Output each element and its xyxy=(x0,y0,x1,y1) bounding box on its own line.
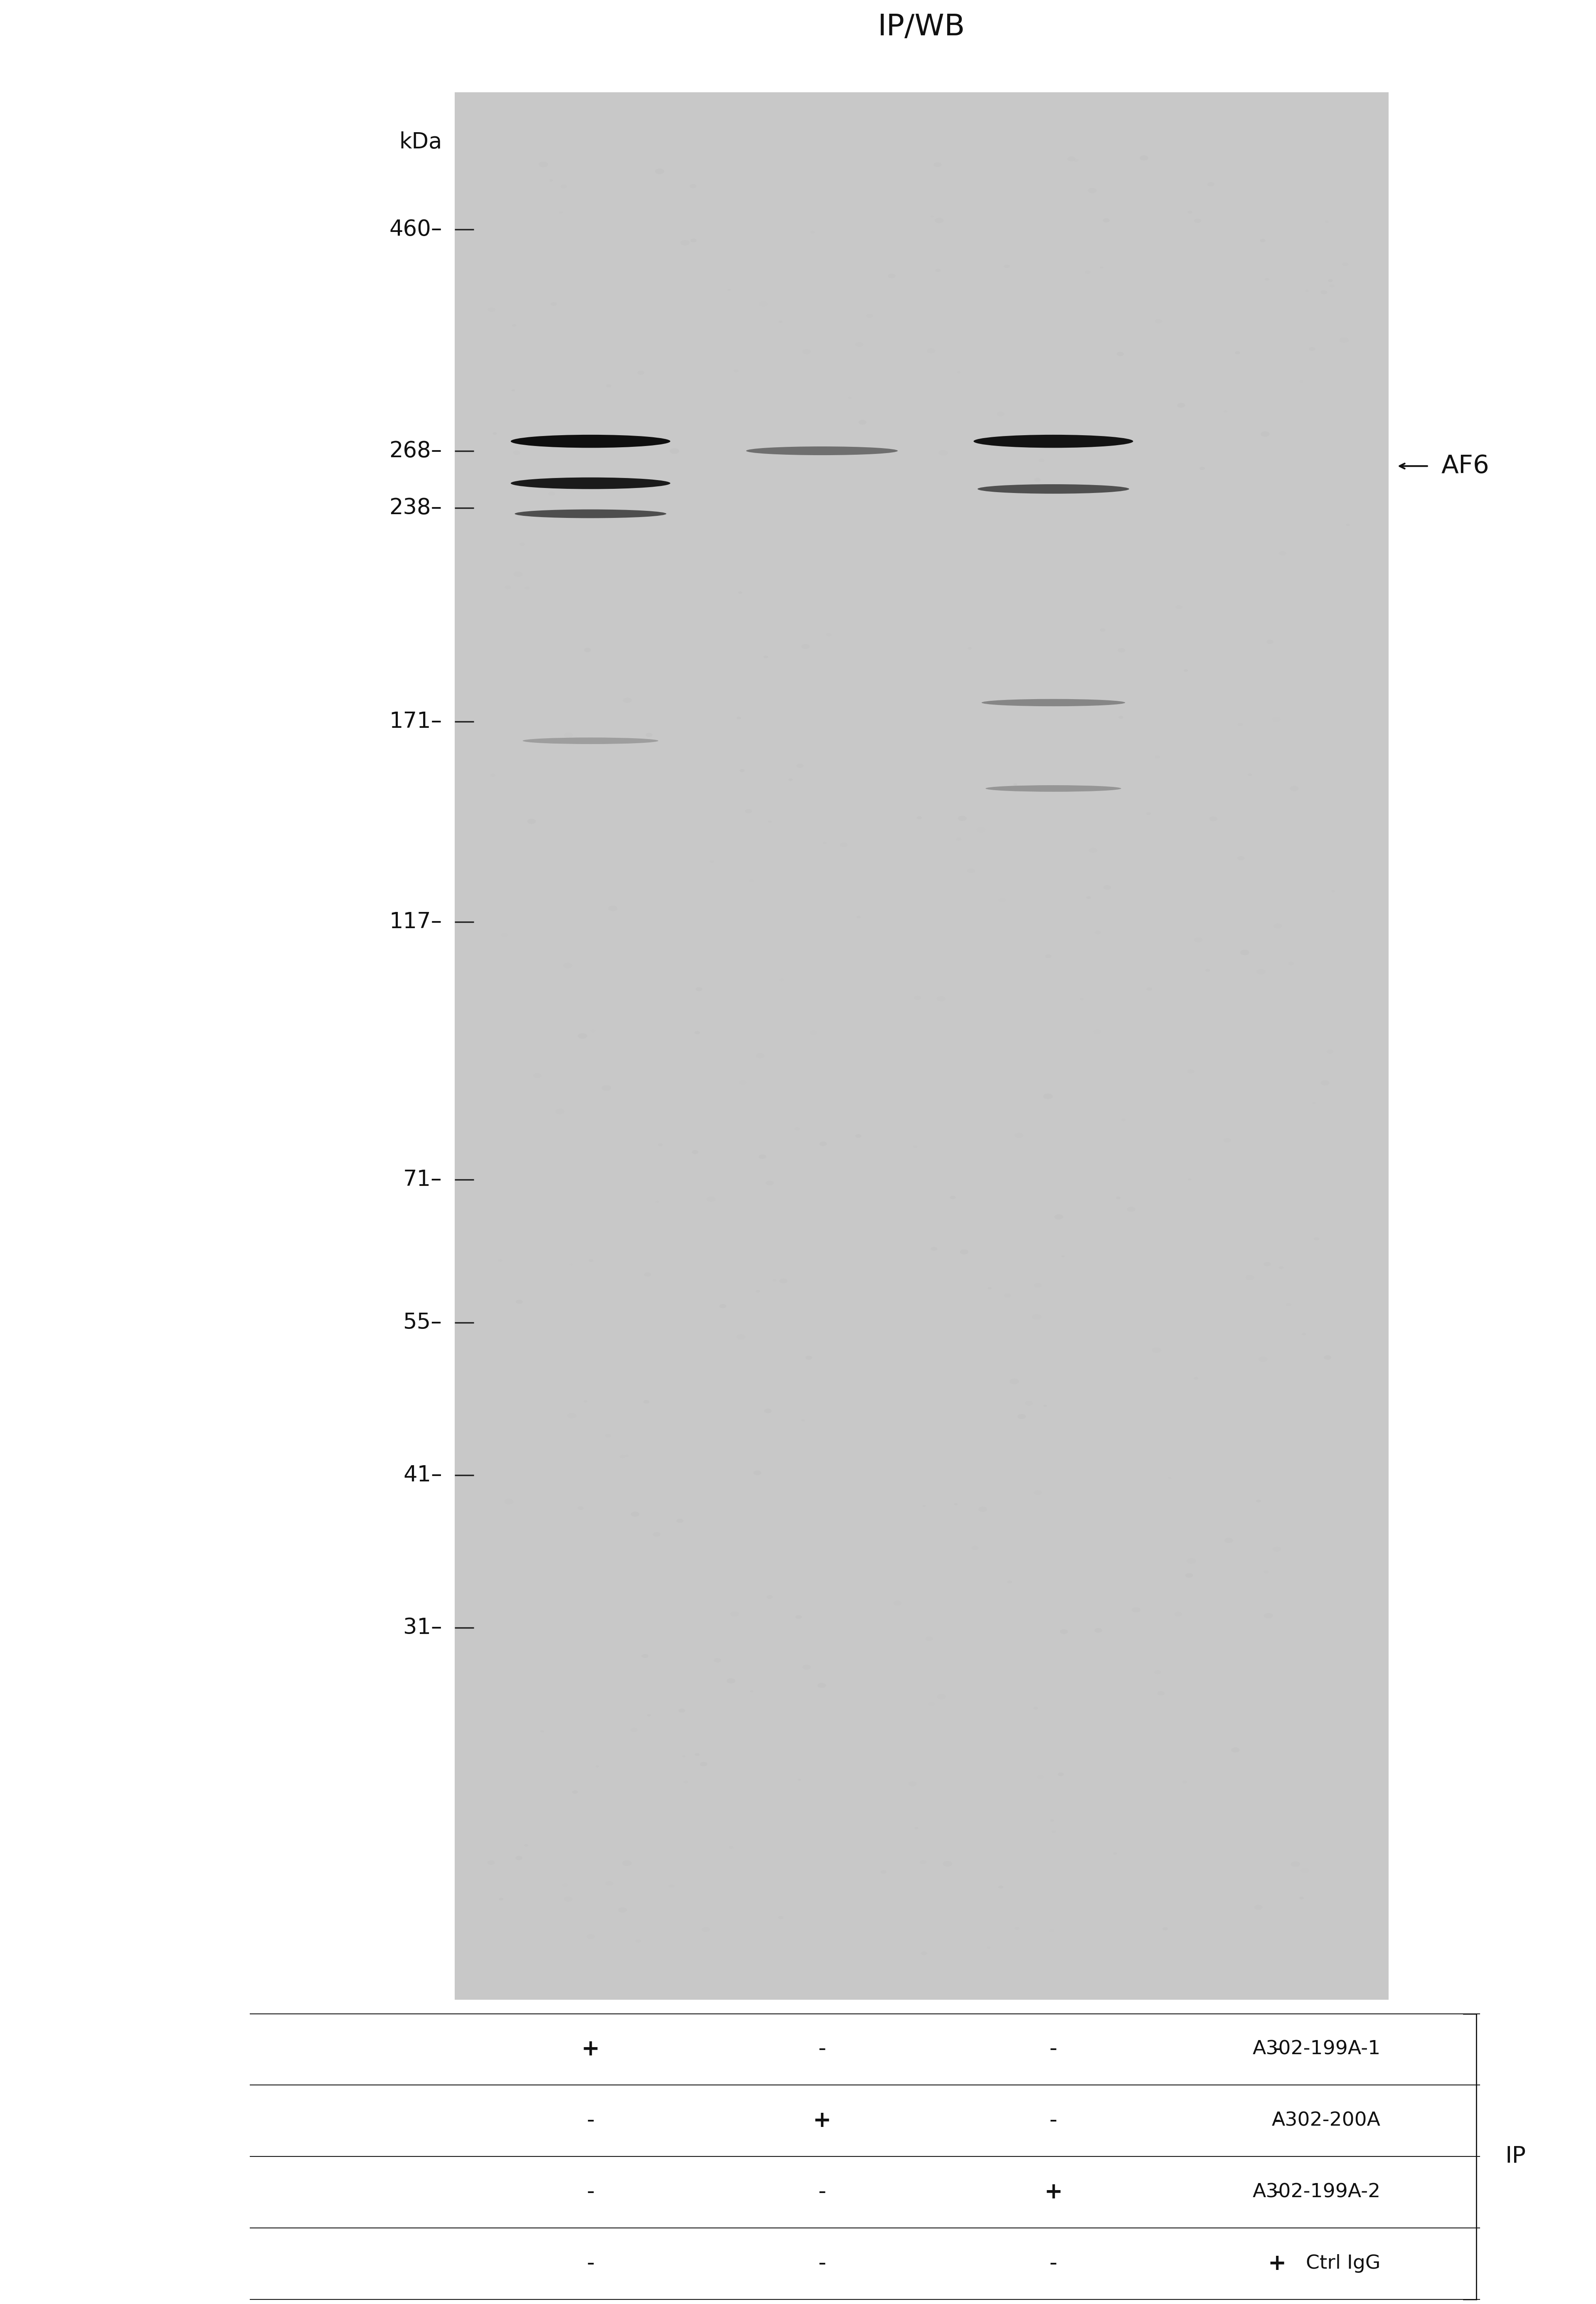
Ellipse shape xyxy=(516,1857,522,1859)
Text: 171–: 171– xyxy=(389,712,442,733)
Text: -: - xyxy=(1274,2110,1280,2131)
Ellipse shape xyxy=(693,1150,699,1154)
Ellipse shape xyxy=(691,240,696,242)
Text: 238–: 238– xyxy=(389,498,442,518)
Text: A302-199A-1: A302-199A-1 xyxy=(1253,2039,1381,2060)
Text: 117–: 117– xyxy=(389,910,442,933)
Ellipse shape xyxy=(764,1408,772,1412)
Text: -: - xyxy=(587,2253,594,2274)
Text: +: + xyxy=(1267,2253,1286,2274)
Text: 71–: 71– xyxy=(404,1168,442,1191)
Ellipse shape xyxy=(747,447,897,456)
Ellipse shape xyxy=(643,1401,650,1403)
Ellipse shape xyxy=(511,435,670,447)
Ellipse shape xyxy=(1103,219,1109,223)
Text: 41–: 41– xyxy=(404,1465,442,1486)
Ellipse shape xyxy=(1200,468,1205,470)
Text: -: - xyxy=(1050,2039,1057,2060)
Ellipse shape xyxy=(670,449,680,454)
Text: -: - xyxy=(819,2253,825,2274)
Ellipse shape xyxy=(1235,350,1240,355)
Text: IP: IP xyxy=(1505,2145,1526,2168)
Ellipse shape xyxy=(1055,1214,1063,1219)
Ellipse shape xyxy=(1240,949,1250,956)
Text: 55–: 55– xyxy=(404,1311,442,1334)
Ellipse shape xyxy=(1095,1629,1103,1634)
Ellipse shape xyxy=(859,419,867,424)
Ellipse shape xyxy=(959,1249,969,1253)
Ellipse shape xyxy=(1140,154,1148,161)
Ellipse shape xyxy=(646,1714,651,1716)
Ellipse shape xyxy=(974,435,1133,447)
Text: -: - xyxy=(587,2182,594,2203)
Ellipse shape xyxy=(1087,896,1092,899)
Ellipse shape xyxy=(739,770,745,772)
Text: +: + xyxy=(581,2039,600,2060)
Ellipse shape xyxy=(1119,717,1124,719)
Text: -: - xyxy=(1274,2182,1280,2203)
Ellipse shape xyxy=(1186,1574,1192,1578)
Ellipse shape xyxy=(998,1885,1004,1889)
Ellipse shape xyxy=(642,1654,648,1659)
Ellipse shape xyxy=(696,986,702,991)
Text: AF6: AF6 xyxy=(1441,454,1489,479)
Ellipse shape xyxy=(630,1511,640,1516)
Ellipse shape xyxy=(527,818,536,825)
Ellipse shape xyxy=(1116,1196,1120,1200)
Text: +: + xyxy=(1044,2182,1063,2203)
Text: 460–: 460– xyxy=(389,219,442,240)
Ellipse shape xyxy=(795,1615,801,1620)
Ellipse shape xyxy=(701,1763,707,1767)
Text: 31–: 31– xyxy=(404,1617,442,1638)
Ellipse shape xyxy=(1184,668,1187,673)
Ellipse shape xyxy=(855,1134,862,1138)
Text: Ctrl IgG: Ctrl IgG xyxy=(1306,2253,1381,2274)
Ellipse shape xyxy=(1058,1772,1065,1776)
Bar xyxy=(455,92,1389,2000)
Text: A302-200A: A302-200A xyxy=(1272,2110,1381,2131)
Text: IP/WB: IP/WB xyxy=(878,14,966,41)
Text: -: - xyxy=(1050,2110,1057,2131)
Ellipse shape xyxy=(654,168,664,175)
Ellipse shape xyxy=(720,1304,726,1309)
Text: kDa: kDa xyxy=(399,131,442,152)
Text: A302-199A-2: A302-199A-2 xyxy=(1253,2182,1381,2203)
Text: +: + xyxy=(812,2110,832,2131)
Ellipse shape xyxy=(986,786,1120,793)
Ellipse shape xyxy=(694,1753,699,1756)
Ellipse shape xyxy=(806,1355,812,1359)
Ellipse shape xyxy=(678,1710,685,1712)
Ellipse shape xyxy=(726,1677,736,1684)
Ellipse shape xyxy=(500,1898,504,1901)
Text: -: - xyxy=(587,2110,594,2131)
Text: -: - xyxy=(819,2039,825,2060)
Ellipse shape xyxy=(522,737,658,744)
Text: -: - xyxy=(1274,2039,1280,2060)
Ellipse shape xyxy=(516,1299,523,1304)
Ellipse shape xyxy=(758,1154,766,1159)
Ellipse shape xyxy=(1060,1629,1068,1634)
Ellipse shape xyxy=(982,698,1125,707)
Ellipse shape xyxy=(753,1470,761,1475)
Ellipse shape xyxy=(584,647,591,652)
Ellipse shape xyxy=(977,484,1130,493)
Ellipse shape xyxy=(646,733,653,737)
Ellipse shape xyxy=(573,1790,578,1795)
Ellipse shape xyxy=(788,779,793,781)
Ellipse shape xyxy=(677,1518,683,1523)
Text: -: - xyxy=(819,2182,825,2203)
Ellipse shape xyxy=(511,477,670,488)
Text: -: - xyxy=(1050,2253,1057,2274)
Ellipse shape xyxy=(1325,1355,1331,1359)
Text: 268–: 268– xyxy=(389,440,442,461)
Ellipse shape xyxy=(1162,1926,1168,1931)
Ellipse shape xyxy=(514,509,667,518)
